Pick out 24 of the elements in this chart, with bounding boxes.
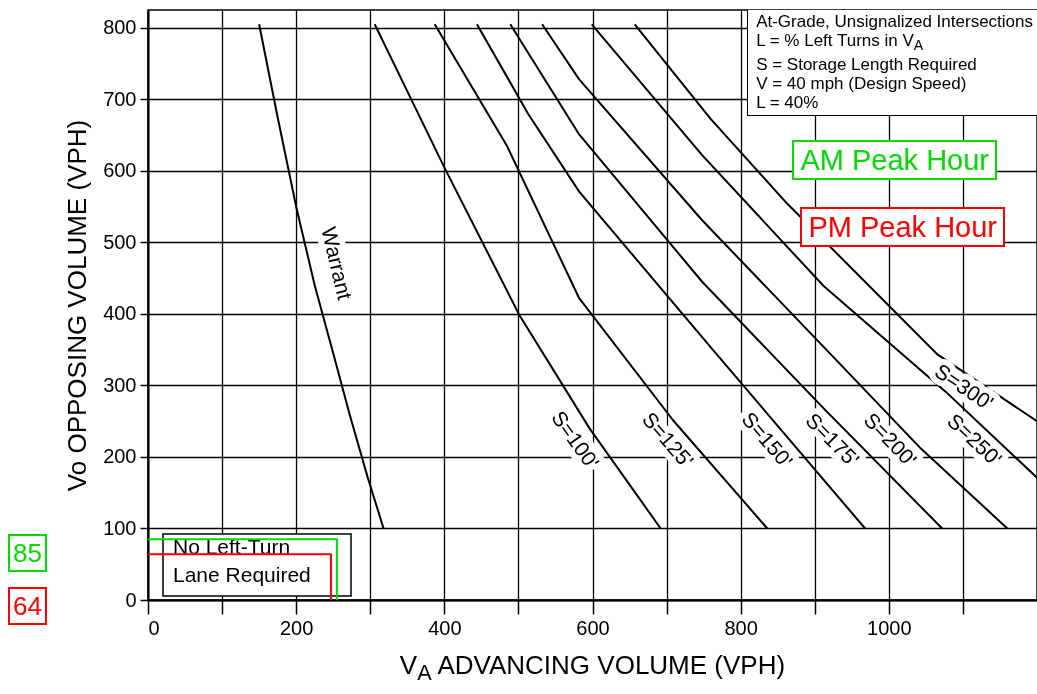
x-tick-label: 1000 bbox=[867, 616, 912, 639]
y-tick-label: 500 bbox=[103, 230, 137, 253]
x-tick-label: 600 bbox=[576, 616, 610, 639]
x-tick-label: 200 bbox=[279, 616, 314, 639]
text: AM Peak Hour bbox=[792, 139, 997, 180]
x-axis-title: V$_{A}$ ADVANCING VOLUME (VPH) bbox=[398, 650, 787, 687]
y-tick-label: 0 bbox=[125, 588, 137, 611]
x-tick-label: 800 bbox=[724, 616, 758, 639]
x-tick-label: 0 bbox=[148, 616, 160, 639]
text: 64 bbox=[8, 587, 47, 625]
y-tick-label: 600 bbox=[103, 159, 137, 182]
y-tick-label: 100 bbox=[103, 516, 137, 539]
y-tick-label: 400 bbox=[103, 302, 137, 325]
annotation: No Left-Turn Lane Required bbox=[173, 535, 311, 586]
y-axis-title: Vo OPPOSING VOLUME (VPH) bbox=[62, 119, 93, 492]
y-tick-label: 300 bbox=[103, 373, 137, 396]
y-tick-label: 700 bbox=[103, 87, 137, 110]
text: Warrant bbox=[317, 224, 357, 303]
annotation: At-Grade, Unsignalized Intersections L = % Left Turns in V$_{A}$ S = Storage Length Required V = 40 mph (Design Speed) L = 40% bbox=[747, 10, 1037, 117]
y-tick-label: 200 bbox=[103, 445, 137, 468]
x-tick-label: 400 bbox=[428, 616, 462, 639]
text: PM Peak Hour bbox=[800, 206, 1005, 247]
text: 85 bbox=[8, 534, 47, 572]
y-tick-label: 800 bbox=[103, 16, 137, 39]
